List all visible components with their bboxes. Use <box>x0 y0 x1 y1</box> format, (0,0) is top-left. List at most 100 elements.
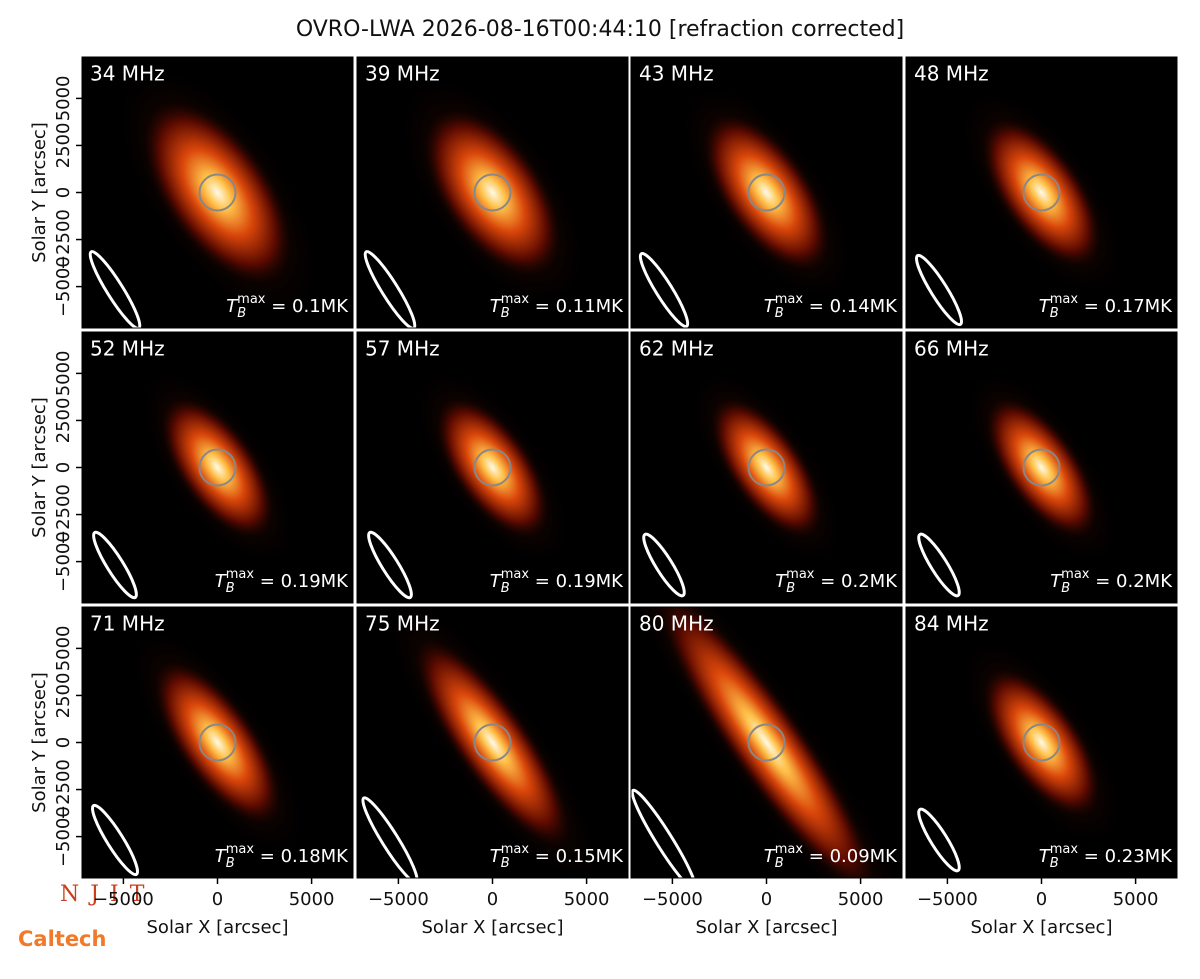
y-axis-label: Solar Y [arcsec] <box>29 397 50 538</box>
tb-part: max <box>226 567 255 582</box>
tb-part: max <box>1050 842 1079 857</box>
tb-part: T <box>764 846 777 867</box>
tb-part: T <box>490 571 503 592</box>
emission <box>708 394 825 541</box>
tb-part: 0.19MK <box>556 571 625 592</box>
y-tick-label: 0 <box>53 187 74 198</box>
y-tick-label: 0 <box>53 737 74 748</box>
tb-part: max <box>1050 292 1079 307</box>
solar-disk <box>473 723 512 762</box>
tb-part: 0.1MK <box>292 296 349 317</box>
beam <box>631 788 698 878</box>
y-tick-label: −2500 <box>53 209 74 270</box>
panel-frame <box>630 331 903 604</box>
solar-disk <box>1022 723 1061 762</box>
frequency-label: 52 MHz <box>90 337 165 361</box>
tb-max-label: TBmax = 0.18MK <box>215 842 349 871</box>
emission <box>421 105 564 280</box>
tb-part: max <box>1061 567 1090 582</box>
tb-part: 0.11MK <box>556 296 625 317</box>
panel <box>357 607 628 878</box>
frequency-label: 80 MHz <box>639 612 714 636</box>
tb-part: 0.17MK <box>1105 296 1174 317</box>
tb-part: = <box>529 846 556 867</box>
x-tick-label: −5000 <box>642 889 703 910</box>
x-tick-label: 0 <box>212 889 223 910</box>
y-tick-label: 2500 <box>53 123 74 169</box>
panel-frame <box>356 331 629 604</box>
tb-part: = <box>803 846 830 867</box>
y-tick-label: −5000 <box>53 531 74 592</box>
x-axis-label: Solar X [arcsec] <box>422 917 564 938</box>
tb-part: T <box>1050 571 1063 592</box>
solar-disk <box>747 173 786 212</box>
panel <box>357 332 628 603</box>
x-axis-label: Solar X [arcsec] <box>696 917 838 938</box>
solar-disk <box>198 723 237 762</box>
tb-part: max <box>775 842 804 857</box>
x-tick-label: −5000 <box>368 889 429 910</box>
x-axis-label: Solar X [arcsec] <box>147 917 289 938</box>
tb-part: 0.15MK <box>556 846 625 867</box>
tb-part: 0.2MK <box>841 571 898 592</box>
tb-part: = <box>529 571 556 592</box>
emission <box>979 114 1104 271</box>
panel <box>357 57 628 328</box>
frequency-label: 75 MHz <box>365 612 440 636</box>
panel <box>906 607 1177 878</box>
panel <box>906 332 1177 603</box>
panel <box>82 607 353 878</box>
y-tick-label: −5000 <box>53 806 74 867</box>
tb-part: = <box>815 571 842 592</box>
tb-part: max <box>237 292 266 307</box>
solar-disk <box>747 723 786 762</box>
tb-max-label: TBmax = 0.17MK <box>1039 292 1173 321</box>
emission <box>980 665 1103 820</box>
emission <box>151 657 284 828</box>
solar-disk <box>198 448 237 487</box>
tb-part: B <box>501 581 510 596</box>
tb-part: 0.18MK <box>281 846 350 867</box>
x-tick-label: 0 <box>1036 889 1047 910</box>
emission <box>411 633 574 852</box>
tb-max-label: TBmax = 0.19MK <box>215 567 349 596</box>
beam <box>642 532 686 598</box>
tb-max-label: TBmax = 0.1MK <box>226 292 349 321</box>
beam <box>90 803 140 877</box>
tb-part: T <box>226 296 239 317</box>
emission <box>139 97 296 288</box>
tb-max-label: TBmax = 0.19MK <box>490 567 624 596</box>
panel <box>631 57 902 328</box>
panel-frame <box>630 56 903 329</box>
tb-part: T <box>775 571 788 592</box>
x-tick-label: 5000 <box>289 889 335 910</box>
tb-part: T <box>215 571 228 592</box>
tb-part: 0.19MK <box>281 571 350 592</box>
tb-part: B <box>775 306 784 321</box>
y-axis-label: Solar Y [arcsec] <box>29 122 50 263</box>
tb-part: B <box>501 856 510 871</box>
frequency-label: 43 MHz <box>639 62 714 86</box>
beam <box>917 807 961 873</box>
tb-part: = <box>1090 571 1117 592</box>
panel-frame <box>356 56 629 329</box>
tb-max-label: TBmax = 0.09MK <box>764 842 898 871</box>
solar-disk <box>473 173 512 212</box>
x-tick-label: −5000 <box>93 889 154 910</box>
y-tick-label: −2500 <box>53 759 74 820</box>
panel <box>631 332 902 603</box>
x-axis-label: Solar X [arcsec] <box>971 917 1113 938</box>
tb-max-label: TBmax = 0.23MK <box>1039 842 1173 871</box>
x-tick-label: 5000 <box>838 889 884 910</box>
y-tick-label: −5000 <box>53 256 74 317</box>
tb-part: B <box>1061 581 1070 596</box>
tb-part: T <box>215 846 228 867</box>
tb-max-label: TBmax = 0.11MK <box>490 292 624 321</box>
emission <box>433 394 552 541</box>
tb-max-label: TBmax = 0.14MK <box>764 292 898 321</box>
tb-max-label: TBmax = 0.2MK <box>775 567 898 596</box>
x-tick-label: 5000 <box>564 889 610 910</box>
tb-part: T <box>1039 846 1052 867</box>
tb-part: = <box>1078 846 1105 867</box>
